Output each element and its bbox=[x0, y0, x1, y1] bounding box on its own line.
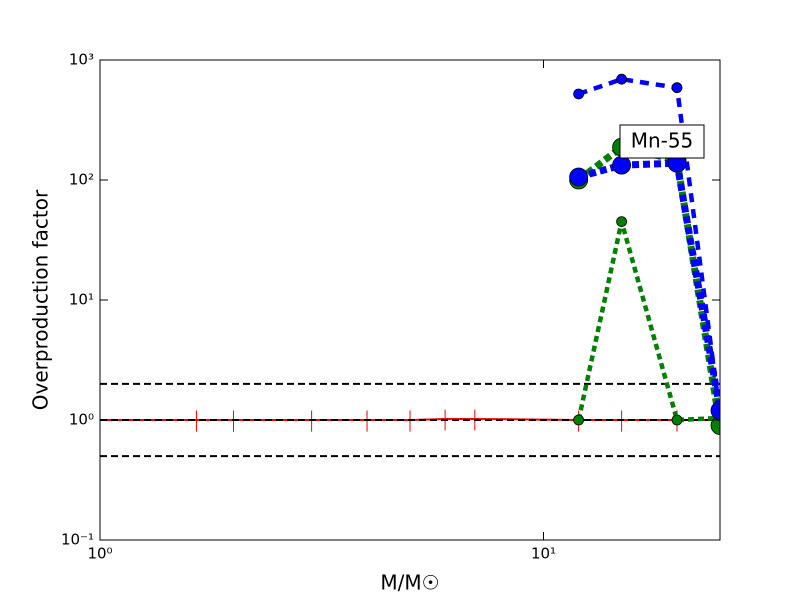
y-tick-label: 10³ bbox=[69, 51, 94, 69]
series-marker bbox=[573, 414, 585, 426]
series-marker bbox=[573, 88, 585, 100]
y-axis-label: Overproduction factor bbox=[29, 189, 53, 410]
x-tick-label: 10¹ bbox=[531, 545, 556, 563]
y-tick-label: 10² bbox=[69, 171, 94, 189]
annotation-box bbox=[619, 124, 705, 159]
series-line bbox=[576, 221, 720, 423]
series-line bbox=[577, 76, 720, 416]
series-marker bbox=[569, 167, 589, 187]
series-marker bbox=[616, 216, 628, 228]
x-tick-label: 10⁰ bbox=[87, 545, 112, 563]
series-marker bbox=[612, 155, 632, 175]
series-marker bbox=[616, 73, 628, 85]
x-axis-label: M/M☉ bbox=[380, 571, 439, 595]
annotation: Mn-55 bbox=[631, 129, 694, 153]
series-marker bbox=[710, 401, 720, 420]
series-line bbox=[577, 159, 720, 412]
series-marker bbox=[671, 414, 683, 426]
y-tick-label: 10⁻¹ bbox=[61, 531, 94, 549]
series-marker bbox=[710, 416, 720, 435]
series-marker bbox=[671, 82, 683, 94]
y-tick-label: 10⁰ bbox=[69, 411, 94, 429]
y-tick-label: 10¹ bbox=[69, 291, 94, 309]
